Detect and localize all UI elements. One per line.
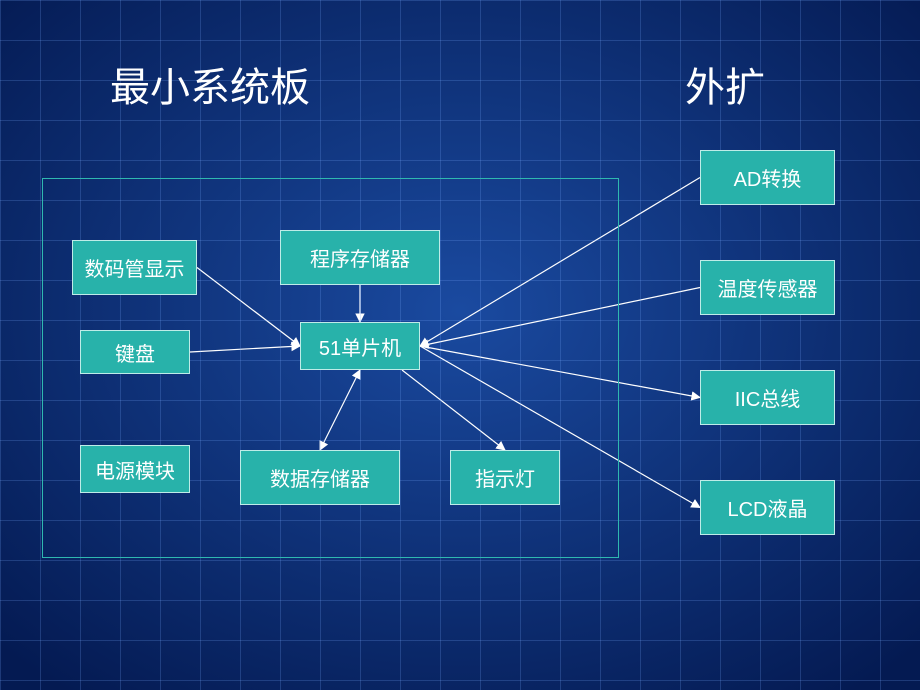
- node-keyboard: 键盘: [80, 330, 190, 374]
- node-data_mem: 数据存储器: [240, 450, 400, 505]
- title-right: 外扩: [685, 55, 765, 113]
- diagram-stage: 最小系统板 外扩数码管显示 程序存储器键盘 51单片机电源模块 数据存储器 指示灯 AD转换…: [0, 0, 920, 690]
- node-label: 程序存储器: [310, 243, 410, 272]
- node-power: 电源模块: [80, 445, 190, 493]
- node-label: 数码管显示: [85, 253, 185, 282]
- node-ad: AD转换: [700, 150, 835, 205]
- node-label: 指示灯: [475, 463, 535, 492]
- node-label: 数据存储器: [270, 463, 370, 492]
- node-label: 51单片机: [319, 332, 401, 361]
- node-label: 键盘: [115, 338, 155, 367]
- node-led: 指示灯: [450, 450, 560, 505]
- node-label: LCD液晶: [727, 493, 807, 522]
- node-mcu: 51单片机: [300, 322, 420, 370]
- title-left: 最小系统板: [110, 55, 310, 113]
- node-label: AD转换: [734, 163, 802, 192]
- node-lcd: LCD液晶: [700, 480, 835, 535]
- node-label: 电源模块: [95, 455, 175, 484]
- node-temp: 温度传感器: [700, 260, 835, 315]
- node-iic: IIC总线: [700, 370, 835, 425]
- node-digit_display: 数码管显示: [72, 240, 197, 295]
- node-label: 温度传感器: [718, 273, 818, 302]
- node-label: IIC总线: [735, 383, 801, 412]
- node-prog_mem: 程序存储器: [280, 230, 440, 285]
